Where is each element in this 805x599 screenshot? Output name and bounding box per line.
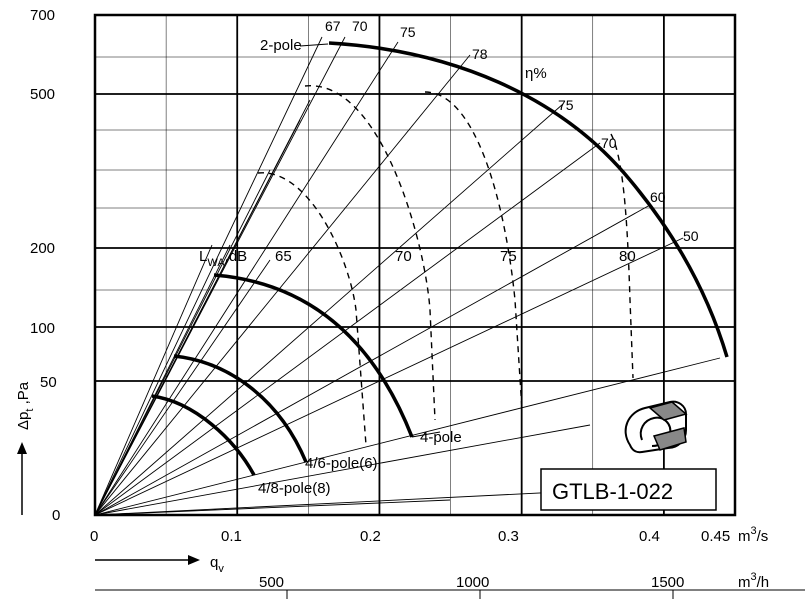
efficiency-labels: 67 70 75 78 η% 75 70 60 50 xyxy=(325,18,699,244)
sound-curve-70 xyxy=(304,85,436,421)
x-tick-label-0.4: 0.4 xyxy=(639,528,660,545)
sound-level-label-65: 65 xyxy=(275,248,292,265)
y-axis-label: Δpt ,Pa xyxy=(15,381,36,515)
series-labels: 2-pole 4-pole 4/6-pole(6) 4/8-pole(8) xyxy=(258,37,462,497)
y-tick-label-200: 200 xyxy=(30,240,55,257)
fan-curves xyxy=(151,41,729,476)
model-label-text: GTLB-1-022 xyxy=(552,479,673,504)
x2-axis: 500 1000 1500 m3/h xyxy=(95,571,805,599)
efficiency-ray xyxy=(94,103,564,516)
x-tick-label-0.1: 0.1 xyxy=(221,528,242,545)
x-tick-label-0.2: 0.2 xyxy=(360,528,381,545)
efficiency-ray xyxy=(94,237,684,516)
x2-tick-label-1000: 1000 xyxy=(456,574,489,591)
svg-text:Δpt ,Pa: Δpt ,Pa xyxy=(15,381,36,430)
plot-frame xyxy=(93,13,737,517)
efficiency-label-67: 67 xyxy=(325,18,341,34)
sound-curve-75 xyxy=(424,91,523,411)
x-axis-label: qv xyxy=(95,554,224,575)
y-tick-label-500: 500 xyxy=(30,86,55,103)
efficiency-ray xyxy=(94,142,601,516)
sound-level-label-80: 80 xyxy=(619,248,636,265)
fan-icon xyxy=(624,400,688,454)
series-line-4-6-pole xyxy=(173,354,308,463)
series-label-2-pole: 2-pole xyxy=(260,37,302,54)
sound-level-label-70: 70 xyxy=(395,248,412,265)
efficiency-label-75b: 75 xyxy=(558,97,574,113)
efficiency-ray xyxy=(94,424,591,516)
x-tick-label-0.3: 0.3 xyxy=(498,528,519,545)
sound-level-labels: LWA,dB 65 70 75 80 xyxy=(199,248,636,269)
series-label-4-6-pole: 4/6-pole(6) xyxy=(305,455,378,472)
x2-tick-label-500: 500 xyxy=(259,574,284,591)
svg-text:qv: qv xyxy=(210,554,224,575)
sound-label: LWA,dB xyxy=(199,248,247,269)
efficiency-label-70a: 70 xyxy=(352,18,368,34)
y-tick-label-100: 100 xyxy=(30,320,55,337)
efficiency-ray xyxy=(94,54,471,516)
sound-curve-65 xyxy=(257,172,367,446)
x-tick-label-0.45: 0.45 xyxy=(701,528,730,545)
efficiency-rays xyxy=(94,36,721,516)
x-axis-unit: m3/s xyxy=(738,525,768,545)
sound-level-curves xyxy=(257,85,634,446)
sound-curve-80 xyxy=(610,133,634,379)
efficiency-label-60: 60 xyxy=(650,189,666,205)
sound-level-label-75: 75 xyxy=(500,248,517,265)
series-label-4-pole: 4-pole xyxy=(420,429,462,446)
x2-tick-label-1500: 1500 xyxy=(651,574,684,591)
efficiency-ray xyxy=(94,244,213,516)
efficiency-label-78: 78 xyxy=(472,46,488,62)
x-tick-label-0: 0 xyxy=(90,528,98,545)
series-line-4-pole xyxy=(213,273,414,438)
efficiency-ray xyxy=(94,357,721,516)
efficiency-ray xyxy=(94,259,271,516)
y-tick-label-700: 700 xyxy=(30,7,55,24)
series-line-2-pole xyxy=(328,41,729,358)
efficiency-ray xyxy=(94,489,601,516)
x-tick-labels: 0 0.1 0.2 0.3 0.4 0.45 m3/s xyxy=(90,525,768,545)
series-label-4-8-pole: 4/8-pole(8) xyxy=(258,480,331,497)
efficiency-label-75a: 75 xyxy=(400,24,416,40)
efficiency-ray xyxy=(94,169,271,516)
y-tick-label-0: 0 xyxy=(52,507,60,524)
y-tick-label-50: 50 xyxy=(40,374,57,391)
efficiency-symbol: η% xyxy=(525,65,547,82)
efficiency-ray xyxy=(94,204,651,516)
efficiency-ray xyxy=(94,99,311,516)
efficiency-label-70b: 70 xyxy=(601,135,617,151)
efficiency-label-50: 50 xyxy=(683,228,699,244)
series-line-4-8-pole xyxy=(151,394,256,476)
model-label: GTLB-1-022 xyxy=(540,468,717,511)
x2-axis-unit: m3/h xyxy=(738,571,769,591)
y-tick-labels: 700 500 200 100 50 0 xyxy=(30,7,60,524)
efficiency-ray xyxy=(94,36,323,516)
